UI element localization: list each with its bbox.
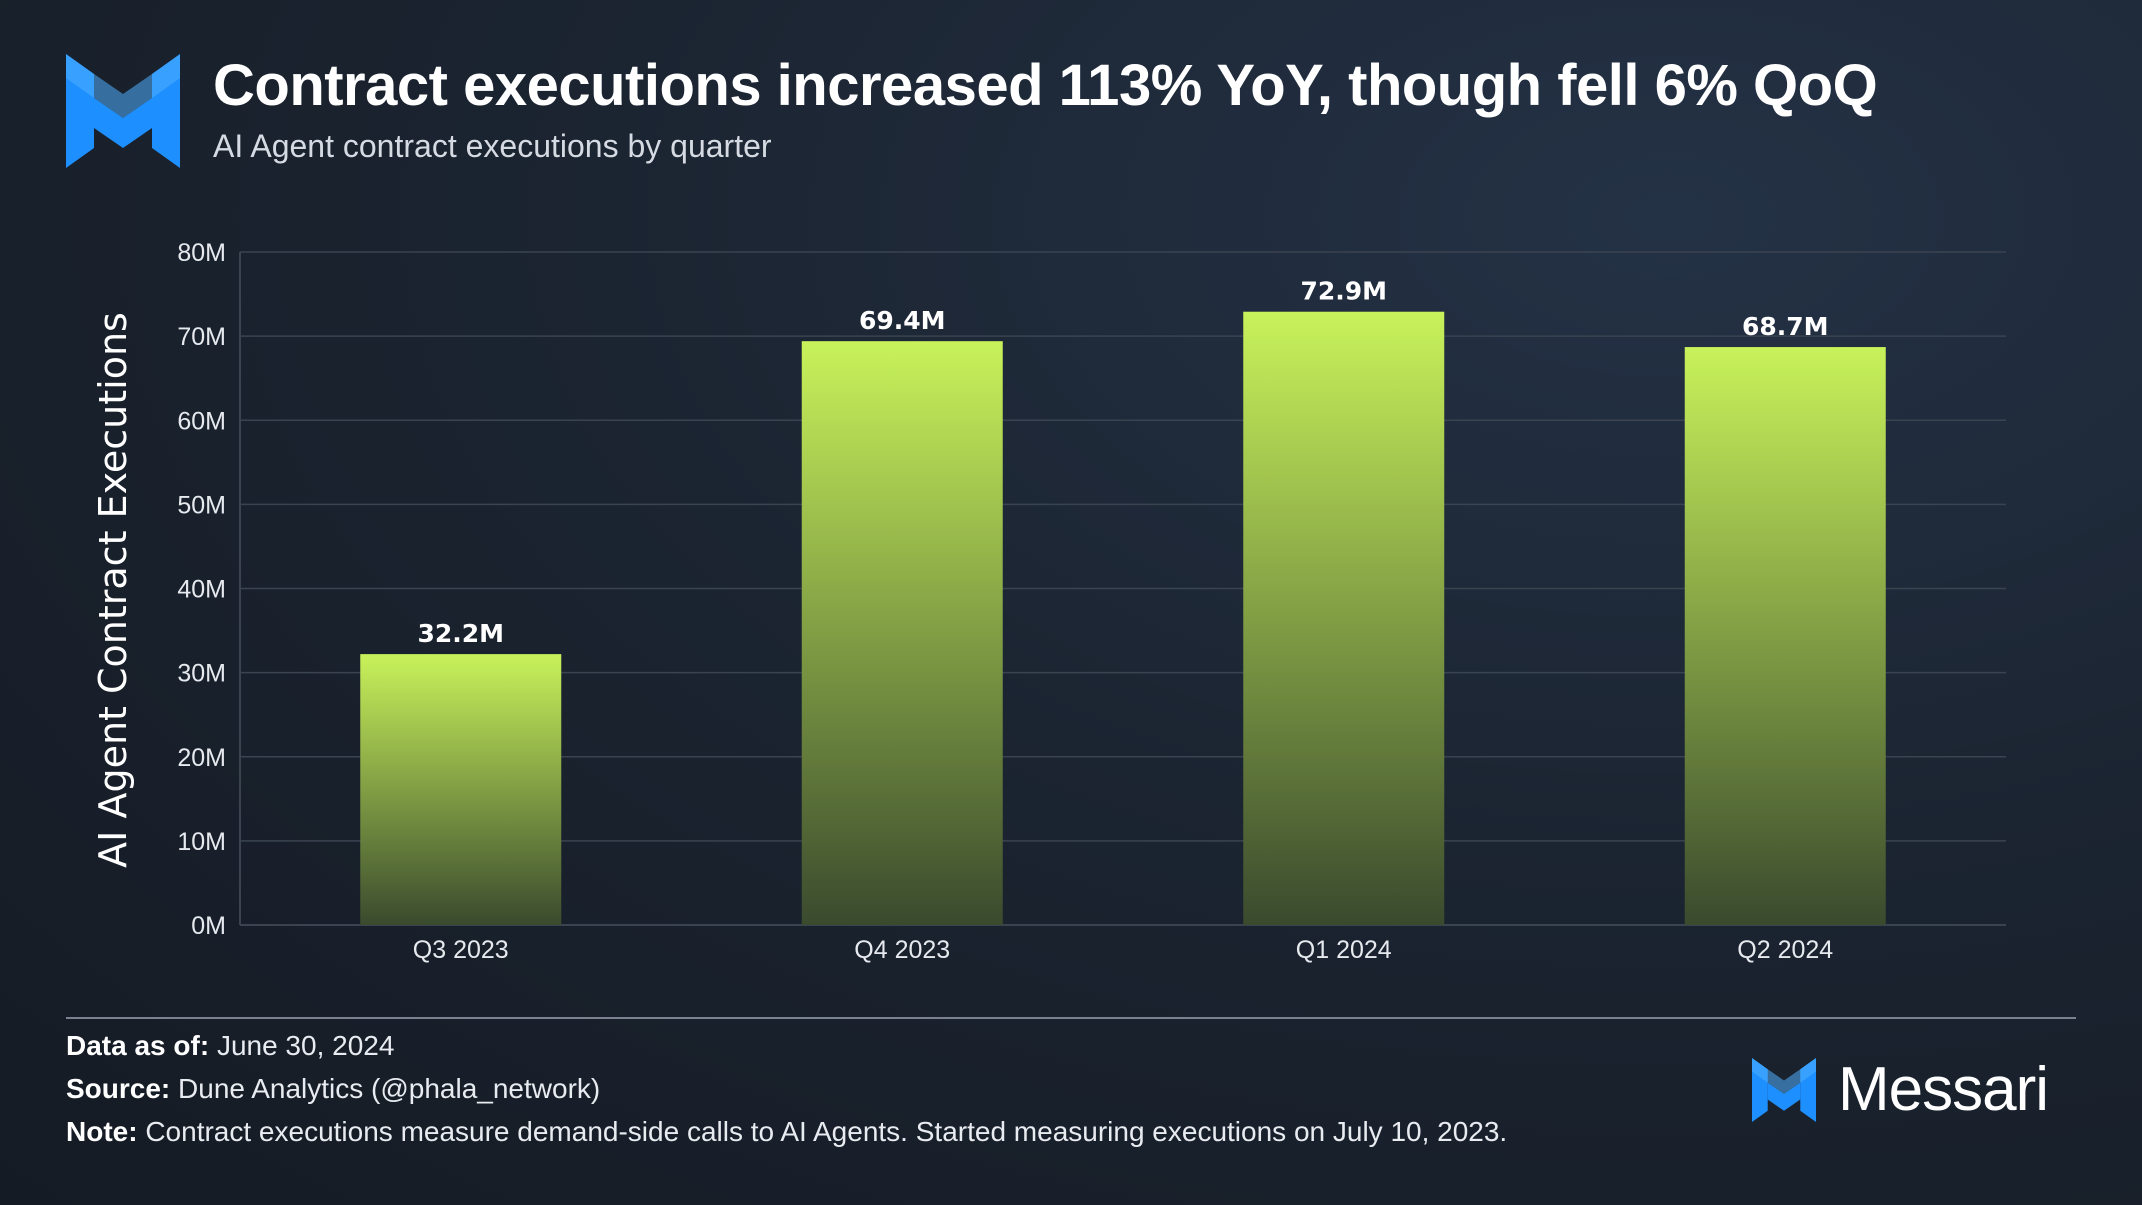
chart-subtitle: AI Agent contract executions by quarter (213, 128, 772, 164)
y-tick-label: 20M (177, 744, 226, 772)
x-tick-label: Q1 2024 (1296, 936, 1392, 964)
bar-data-label: 32.2M (417, 619, 504, 648)
bar-data-label: 72.9M (1300, 277, 1387, 306)
data-as-of-label: Data as of: (66, 1030, 210, 1061)
y-tick-label: 70M (177, 323, 226, 351)
footer-divider (66, 1017, 2076, 1019)
note-line: Note: Contract executions measure demand… (66, 1116, 1507, 1148)
bar (360, 654, 562, 925)
bar (801, 341, 1003, 925)
source-line: Source: Dune Analytics (@phala_network) (66, 1073, 600, 1105)
messari-logo-icon (66, 54, 180, 168)
source-label: Source: (66, 1073, 171, 1104)
y-tick-label: 40M (177, 576, 226, 604)
y-axis-title: AI Agent Contract Executions (91, 312, 135, 868)
bar-data-label: 68.7M (1742, 312, 1829, 341)
source-value: Dune Analytics (@phala_network) (178, 1073, 601, 1104)
x-tick-label: Q4 2023 (854, 936, 950, 964)
data-as-of-line: Data as of: June 30, 2024 (66, 1030, 394, 1062)
note-label: Note: (66, 1116, 138, 1147)
x-tick-label: Q3 2023 (413, 936, 509, 964)
y-tick-label: 10M (177, 828, 226, 856)
y-tick-label: 60M (177, 407, 226, 435)
y-tick-label: 30M (177, 660, 226, 688)
bar-chart: 0M 10M 20M 30M 40M 50M 60M 70M 80M 32.2M Q3 2023 69… (91, 239, 2006, 964)
messari-brand: Messari (1752, 1055, 2049, 1124)
y-tick-label: 0M (191, 912, 226, 940)
data-as-of-value: June 30, 2024 (216, 1030, 395, 1061)
note-value: Contract executions measure demand-side … (145, 1116, 1508, 1147)
bar (1243, 311, 1445, 925)
messari-logo-icon (1752, 1058, 1816, 1122)
chart-title: Contract executions increased 113% YoY, … (213, 53, 1878, 118)
brand-name: Messari (1838, 1055, 2049, 1124)
bar (1684, 347, 1886, 925)
bar-data-label: 69.4M (859, 306, 946, 335)
x-tick-label: Q2 2024 (1737, 936, 1833, 964)
y-tick-label: 50M (177, 491, 226, 519)
y-tick-label: 80M (177, 239, 226, 267)
